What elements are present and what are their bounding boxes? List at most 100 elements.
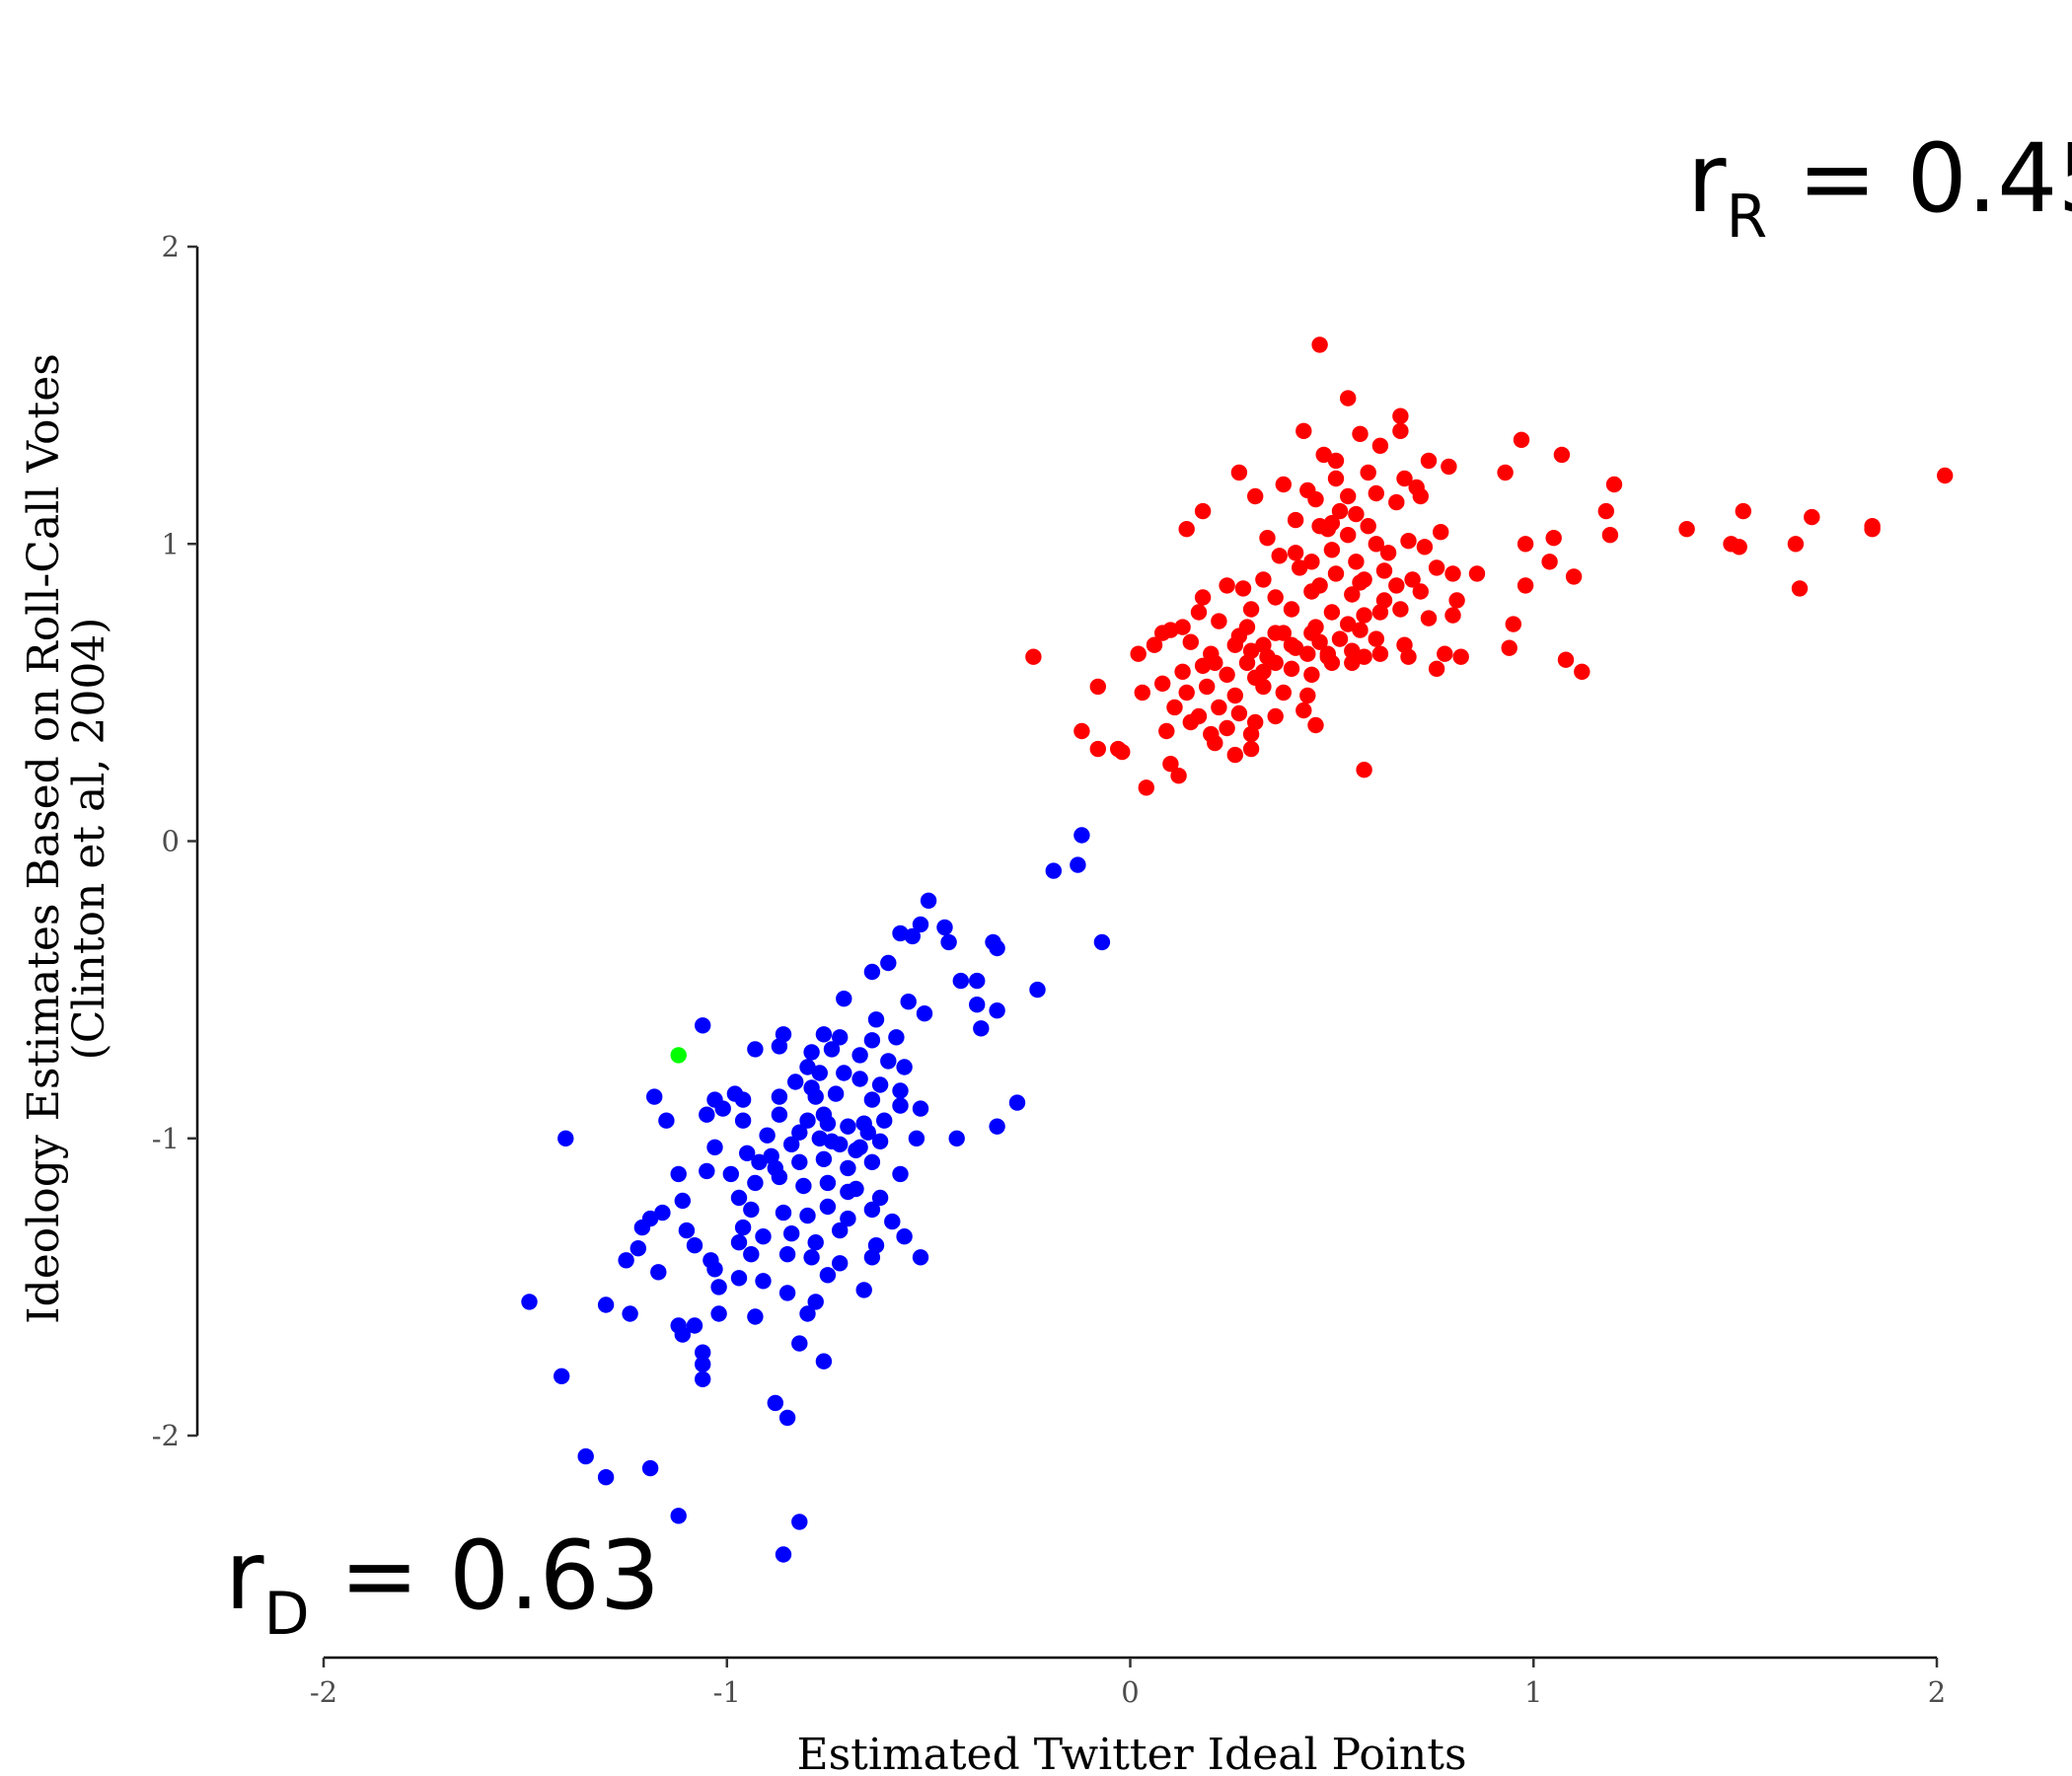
data-point [863, 1032, 881, 1049]
data-point [855, 1282, 872, 1298]
y-axis-title-line-1: Ideology Estimates Based on Roll-Call Vo… [19, 353, 69, 1324]
data-point [1574, 663, 1591, 680]
data-point [1392, 601, 1409, 618]
annotation-r-republican: rR = 0.45 [1687, 123, 2072, 252]
data-point [674, 1326, 691, 1343]
data-point [1267, 654, 1284, 671]
data-point [1412, 487, 1430, 505]
data-point [1303, 554, 1320, 570]
data-point [618, 1252, 634, 1269]
data-point [1199, 678, 1216, 696]
data-point [730, 1189, 748, 1207]
data-point [815, 1026, 833, 1043]
data-point [1517, 536, 1534, 553]
data-point [1348, 505, 1365, 523]
data-point [1238, 654, 1256, 671]
data-point [1287, 639, 1304, 656]
data-point [1299, 645, 1316, 662]
data-point [755, 1273, 772, 1290]
data-point [554, 1368, 570, 1385]
data-point [751, 1153, 768, 1171]
data-point [1360, 518, 1376, 535]
data-point [1166, 699, 1183, 716]
data-point [912, 1100, 929, 1117]
data-point [1368, 484, 1385, 502]
annotation-r-republican-value: = 0.45 [1767, 123, 2072, 234]
data-point [936, 919, 953, 936]
data-point [989, 1118, 1005, 1135]
data-point [863, 963, 881, 981]
data-point [1416, 539, 1434, 555]
data-point [1275, 684, 1293, 702]
data-point [1194, 502, 1212, 520]
data-point [710, 1305, 727, 1322]
data-point [778, 1246, 796, 1263]
annotation-r-democrat-symbol: r [225, 1520, 264, 1631]
data-point [880, 1053, 897, 1070]
data-point [1242, 725, 1260, 743]
data-point [1295, 422, 1312, 439]
data-point [851, 1047, 868, 1064]
data-point [791, 1335, 808, 1352]
data-point [1154, 675, 1171, 692]
data-point [783, 1136, 800, 1153]
data-point [775, 1204, 792, 1221]
data-point [791, 1153, 808, 1171]
data-point [1283, 660, 1300, 677]
data-point [654, 1204, 671, 1221]
data-point [1211, 699, 1227, 716]
data-point [1207, 654, 1223, 671]
data-point [1444, 565, 1461, 582]
data-point [819, 1174, 837, 1192]
data-point [836, 991, 852, 1007]
data-point [1541, 554, 1558, 570]
data-point [1319, 645, 1337, 662]
data-point [747, 1308, 764, 1325]
y-tick-label: 0 [162, 825, 180, 858]
data-point [1073, 827, 1090, 844]
data-point [1093, 933, 1111, 951]
data-point [699, 1106, 715, 1123]
data-point [1557, 651, 1575, 668]
x-axis-title: Estimated Twitter Ideal Points [796, 1730, 1466, 1776]
data-point [1368, 536, 1385, 553]
y-tick-label: -1 [152, 1122, 180, 1155]
data-point [900, 994, 917, 1010]
x-tick-label: 0 [1121, 1675, 1139, 1709]
data-point [815, 1150, 833, 1168]
annotation-r-democrat-value: = 0.63 [310, 1520, 660, 1631]
data-point [755, 1228, 772, 1245]
data-point [1211, 613, 1227, 629]
data-point [1864, 521, 1881, 538]
data-point [1360, 464, 1376, 481]
data-point [1255, 571, 1272, 588]
x-tick-label: -2 [310, 1675, 337, 1709]
data-point [1226, 687, 1244, 704]
y-tick-label: -2 [152, 1419, 180, 1452]
data-point [1319, 521, 1337, 538]
data-point [1070, 856, 1086, 873]
data-point [1134, 684, 1151, 702]
data-point [1331, 630, 1349, 647]
data-point [1735, 502, 1752, 520]
data-point [832, 1029, 849, 1046]
data-point [714, 1100, 731, 1117]
data-point [743, 1246, 760, 1263]
data-point [1388, 493, 1405, 511]
data-point [803, 1249, 820, 1266]
data-point [1230, 464, 1248, 481]
data-point [1230, 628, 1248, 644]
data-point [807, 1088, 824, 1105]
data-point [1178, 684, 1195, 702]
data-point [969, 997, 986, 1013]
data-point [1089, 740, 1107, 758]
data-point [1428, 559, 1445, 576]
data-point [920, 892, 937, 909]
data-point [952, 972, 969, 990]
data-point [815, 1353, 833, 1369]
data-point [969, 972, 986, 990]
data-point [1392, 407, 1409, 424]
data-point [840, 1210, 856, 1227]
data-point [803, 1044, 820, 1061]
data-point [641, 1459, 659, 1477]
